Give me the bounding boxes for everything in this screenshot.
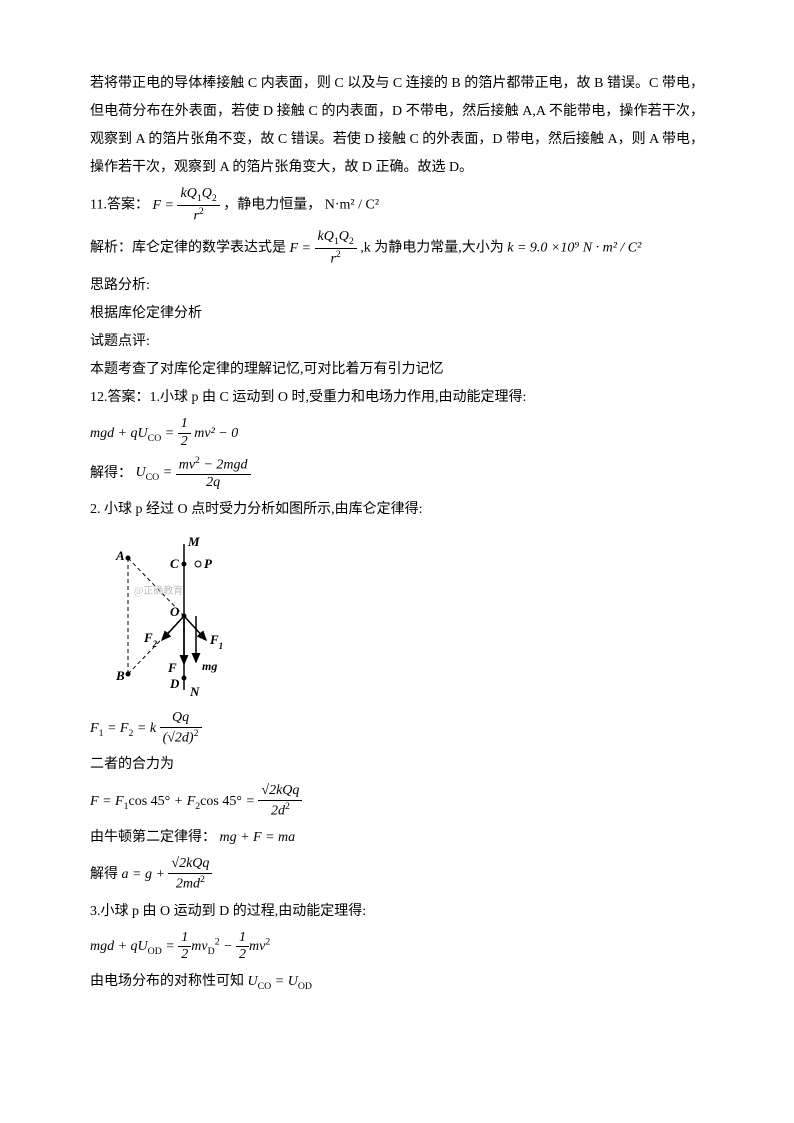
svg-text:F: F	[167, 660, 177, 675]
text: 若将带正电的导体棒接触 C 内表面，则 C 以及与 C 连接的 B 的箔片都带正…	[90, 76, 704, 175]
formula: mgd + qUOD = 12mvD2 − 12mv2	[90, 939, 270, 954]
label: 11.答案：	[90, 198, 149, 213]
analysis-header: 思路分析:	[90, 272, 704, 300]
fraction: 12	[178, 930, 191, 965]
paragraph-intro: 若将带正电的导体棒接触 C 内表面，则 C 以及与 C 连接的 B 的箔片都带正…	[90, 70, 704, 182]
formula: mgd + qUCO = 12 mv² − 0	[90, 426, 238, 441]
svg-text:M: M	[187, 534, 200, 549]
eq-f1f2: F1 = F2 = k Qq(√2d)2	[90, 710, 704, 747]
svg-text:C: C	[170, 556, 179, 571]
svg-text:P: P	[204, 556, 213, 571]
force-diagram: A M C P O F2 F1 B F D mg N @正确教育	[110, 532, 704, 702]
q11-explain: 解析：库仑定律的数学表达式是 F = kQ1Q2r2 ,k 为静电力常量,大小为…	[90, 229, 704, 268]
fraction: kQ1Q2r2	[315, 229, 357, 268]
review-line: 本题考查了对库伦定律的理解记忆,可对比着万有引力记忆	[90, 356, 704, 384]
formula: F1 = F2 = k Qq(√2d)2	[90, 721, 202, 736]
svg-text:@正确教育: @正确教育	[134, 584, 183, 597]
text: ，静电力恒量， N·m² / C²	[223, 198, 379, 213]
solve-a: 解得 a = g + √2kQq2md2	[90, 856, 704, 893]
svg-text:B: B	[115, 668, 125, 683]
q11-answer: 11.答案： F = kQ1Q2r2 ，静电力恒量， N·m² / C²	[90, 186, 704, 225]
q12-solve: 解得： UCO = mv2 − 2mgd2q	[90, 455, 704, 492]
fraction: 12	[178, 416, 191, 451]
q12-eq1: mgd + qUCO = 12 mv² − 0	[90, 416, 704, 451]
fraction: √2kQq2d2	[258, 783, 302, 820]
text: 解析：库仑定律的数学表达式是	[90, 241, 286, 256]
svg-text:N: N	[189, 684, 200, 699]
text: 由电场分布的对称性可知	[90, 974, 244, 989]
review-header: 试题点评:	[90, 328, 704, 356]
formula: UCO = UOD	[248, 974, 312, 989]
diagram-svg: A M C P O F2 F1 B F D mg N @正确教育	[110, 532, 270, 702]
eq-combined: F = F1cos 45° + F2cos 45° = √2kQq2d2	[90, 783, 704, 820]
formula: F = kQ1Q2r2	[152, 198, 223, 213]
formula: UCO = mv2 − 2mgd2q	[136, 465, 251, 480]
svg-text:F1: F1	[209, 632, 223, 651]
fraction: Qq(√2d)2	[160, 710, 202, 747]
q12-label: 12.答案：1.小球 p 由 C 运动到 O 时,受重力和电场力作用,由动能定理…	[90, 384, 704, 412]
text: ,k 为静电力常量,大小为	[360, 241, 507, 256]
formula: F = kQ1Q2r2	[290, 241, 361, 256]
label: 解得：	[90, 465, 132, 480]
fraction: √2kQq2md2	[168, 856, 212, 893]
svg-text:D: D	[169, 676, 180, 691]
formula: F = F1cos 45° + F2cos 45° = √2kQq2d2	[90, 794, 302, 809]
label: 由牛顿第二定律得：	[90, 830, 216, 845]
newton-line: 由牛顿第二定律得： mg + F = ma	[90, 824, 704, 852]
svg-text:mg: mg	[202, 659, 217, 673]
part3-intro: 3.小球 p 由 O 运动到 D 的过程,由动能定理得:	[90, 898, 704, 926]
fraction: 12	[236, 930, 249, 965]
eq-part3: mgd + qUOD = 12mvD2 − 12mv2	[90, 930, 704, 965]
fraction: mv2 − 2mgd2q	[176, 455, 251, 492]
svg-text:F2: F2	[143, 630, 158, 649]
svg-text:O: O	[170, 604, 180, 619]
svg-text:A: A	[115, 548, 125, 563]
symmetry-line: 由电场分布的对称性可知 UCO = UOD	[90, 968, 704, 996]
analysis-line: 根据库伦定律分析	[90, 300, 704, 328]
formula: a = g + √2kQq2md2	[122, 867, 213, 882]
formula: mg + F = ma	[220, 830, 296, 845]
k-value: k = 9.0 ×10⁹ N · m² / C²	[507, 241, 641, 256]
fraction: kQ1Q2r2	[177, 186, 219, 225]
label: 解得	[90, 867, 118, 882]
combined-label: 二者的合力为	[90, 751, 704, 779]
part2-intro: 2. 小球 p 经过 O 点时受力分析如图所示,由库仑定律得:	[90, 496, 704, 524]
